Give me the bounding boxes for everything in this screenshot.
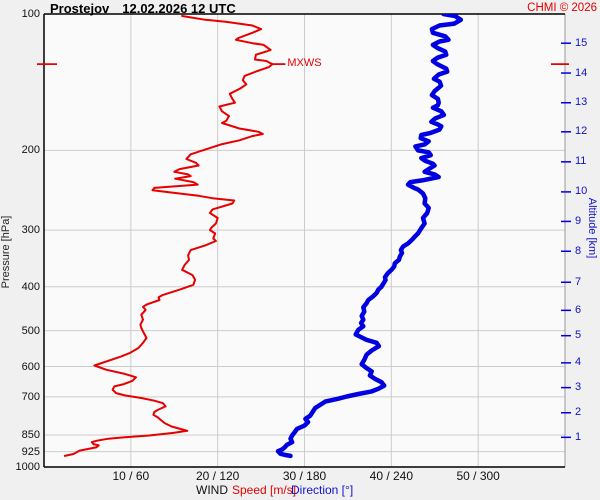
altitude-tick-label: 2: [575, 406, 582, 419]
pressure-tick-label: 600: [21, 360, 40, 373]
pressure-tick-label: 925: [21, 445, 40, 458]
altitude-tick-label: 13: [575, 96, 588, 109]
pressure-tick-label: 700: [21, 390, 40, 403]
pressure-tick-label: 1000: [15, 461, 40, 473]
chart-title: Prostejov 12.02.2026 12 UTC: [50, 1, 236, 16]
station-name: Prostejov: [50, 1, 110, 16]
pressure-tick-label: 850: [21, 429, 40, 442]
copyright-text: CHMI © 2026: [527, 2, 597, 14]
pressure-tick-label: 200: [21, 144, 40, 157]
altitude-tick-label: 8: [575, 244, 582, 257]
altitude-tick-label: 11: [575, 155, 587, 168]
direction-legend-label: Direction [°]: [291, 483, 354, 497]
altitude-tick-label: 5: [575, 329, 582, 342]
wind-tick-label: 50 / 300: [456, 469, 500, 483]
direction-curve: [275, 14, 464, 459]
pressure-tick-label: 500: [21, 324, 40, 337]
wind-tick-label: 30 / 180: [282, 469, 327, 483]
wind-tick-label: 40 / 240: [369, 469, 414, 483]
altitude-tick-label: 15: [575, 36, 588, 49]
altitude-tick-label: 1: [575, 430, 582, 443]
altitude-tick-label: 9: [575, 214, 582, 227]
wind-tick-label: 20 / 120: [195, 469, 240, 483]
altitude-tick-label: 6: [575, 303, 582, 316]
altitude-tick-label: 10: [575, 185, 588, 198]
altitude-tick-label: 3: [575, 381, 582, 394]
wind-tick-label: 10 / 60: [112, 469, 150, 483]
sounding-datetime: 12.02.2026 12 UTC: [122, 1, 236, 16]
altitude-tick-label: 12: [575, 125, 588, 138]
wind-legend-title: WIND: [196, 483, 228, 497]
pressure-tick-label: 100: [21, 8, 40, 20]
pressure-tick-label: 300: [21, 224, 40, 237]
altitude-tick-label: 4: [575, 356, 582, 369]
mxws-label: MXWS: [287, 57, 322, 70]
altitude-axis-title: Altitude [km]: [586, 197, 598, 259]
pressure-tick-label: 400: [21, 280, 40, 293]
altitude-tick-label: 14: [575, 66, 588, 79]
speed-curve: [63, 15, 274, 457]
speed-legend-label: Speed [m/s]: [232, 483, 297, 497]
altitude-tick-label: 7: [575, 275, 582, 288]
